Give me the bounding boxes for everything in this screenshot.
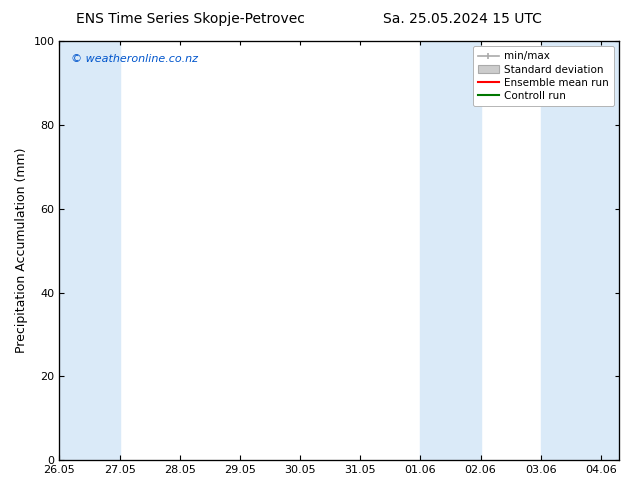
Bar — [60, 41, 120, 460]
Bar — [541, 41, 619, 460]
Text: Sa. 25.05.2024 15 UTC: Sa. 25.05.2024 15 UTC — [384, 12, 542, 26]
Bar — [420, 41, 481, 460]
Text: © weatheronline.co.nz: © weatheronline.co.nz — [70, 53, 198, 64]
Y-axis label: Precipitation Accumulation (mm): Precipitation Accumulation (mm) — [15, 148, 28, 353]
Text: ENS Time Series Skopje-Petrovec: ENS Time Series Skopje-Petrovec — [75, 12, 305, 26]
Legend: min/max, Standard deviation, Ensemble mean run, Controll run: min/max, Standard deviation, Ensemble me… — [472, 46, 614, 106]
